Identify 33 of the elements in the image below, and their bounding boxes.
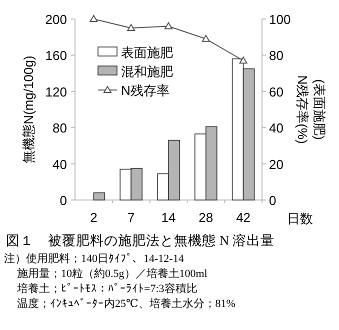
- legend-label: 混和施肥: [121, 64, 173, 79]
- y-tick-label: 160: [45, 48, 67, 64]
- y-tick-label: 200: [45, 12, 67, 27]
- y2-tick-label: 80: [269, 48, 284, 64]
- text: 培養土；ﾋﾟｰﾄﾓｽ：ﾊﾟｰﾗｲﾄ=7:3容積比: [16, 282, 198, 295]
- y2-tick-label: 60: [269, 84, 284, 100]
- x-tick-label: 14: [161, 210, 176, 225]
- y2-tick-label: 0: [269, 193, 276, 208]
- text: 施用量；10粒（約0.5g）／培養土100ml: [17, 267, 208, 280]
- legend-label: 表面施肥: [121, 45, 173, 60]
- x-tick-label: 2: [90, 210, 98, 225]
- y-tick-label: 0: [60, 193, 67, 208]
- y2-axis-title: N残存率(%) (表面施肥): [295, 75, 327, 144]
- point: [90, 15, 98, 22]
- x-tick-label: 28: [198, 210, 214, 225]
- point: [164, 22, 172, 30]
- x-axis-title: 日数: [287, 211, 313, 226]
- legend-label: N残存率: [121, 83, 170, 98]
- point: [239, 56, 248, 64]
- text: 注）使用肥料；140日ﾀｲﾌﾟ、14-12-14: [4, 252, 184, 265]
- y-tick-label: 40: [52, 156, 67, 172]
- x-tick-label: 42: [236, 210, 251, 225]
- point: [127, 24, 136, 32]
- y-tick-label: 120: [45, 84, 67, 100]
- y2-tick-label: 100: [269, 12, 291, 27]
- y2-tick-label: 40: [269, 120, 284, 136]
- y-tick-label: 80: [52, 120, 67, 136]
- x-tick-label: 7: [127, 210, 135, 225]
- text: 図１ 被覆肥料の施肥法と無機態 N 溶出量: [6, 233, 274, 248]
- y-axis-title: 無機態N(mg/100g): [21, 56, 36, 164]
- text: 温度；ｲﾝｷｭﾍﾞｰﾀｰ内25℃、培養土水分；81%: [17, 297, 236, 310]
- y2-tick-label: 20: [269, 156, 284, 172]
- point: [202, 34, 210, 42]
